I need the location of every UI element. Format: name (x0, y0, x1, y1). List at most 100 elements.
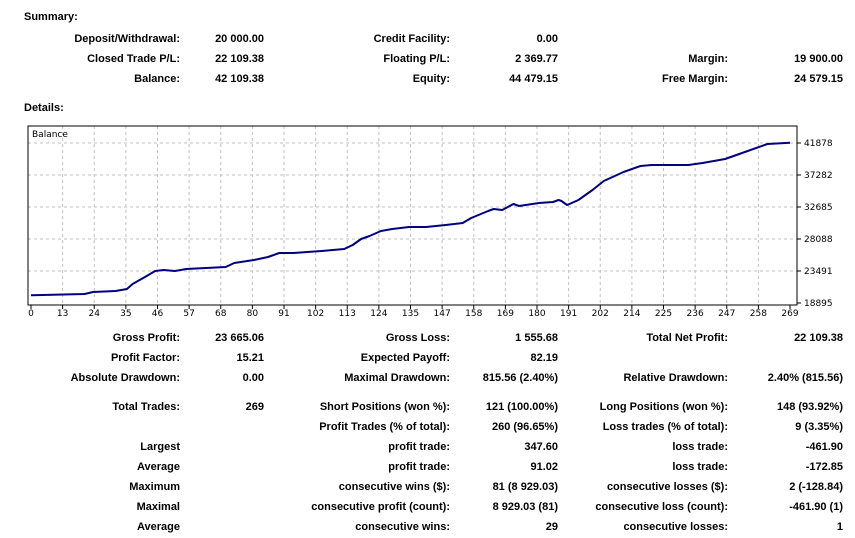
details-label-1: Total Trades: (112, 401, 180, 413)
details-label-2: Short Positions (won %): (319, 401, 450, 413)
x-tick-label: 91 (278, 309, 289, 319)
y-tick-label: 18895 (804, 299, 833, 309)
x-tick-label: 13 (57, 309, 68, 319)
details-value-1: 269 (245, 401, 264, 413)
x-tick-label: 124 (370, 309, 387, 319)
chart-title: Balance (32, 130, 68, 140)
details-value-3: 1 (836, 521, 843, 533)
x-tick-label: 269 (781, 309, 798, 319)
x-tick-label: 191 (560, 309, 577, 319)
details-value-2: 347.60 (524, 441, 558, 453)
details-row: Average consecutive wins: 29 consecutive lo… (0, 520, 855, 534)
summary-label-3: Free Margin: (661, 73, 728, 85)
summary-value-2: 44 479.15 (509, 73, 558, 85)
details-value-3: 2.40% (815.56) (767, 372, 843, 384)
details-label-3: consecutive losses ($): (606, 481, 728, 493)
details-value-1: 15.21 (236, 352, 264, 364)
details-row: Largest profit trade: 347.60 loss trade: -46… (0, 440, 855, 454)
y-tick-label: 41878 (804, 139, 833, 149)
details-label-3: consecutive loss (count): (595, 501, 728, 513)
x-axis: 0 13 24 35 46 57 68 80 91 102 113 124 135 147 158 169 18… (28, 305, 799, 319)
summary-row: Closed Trade P/L: 22 109.38 Floating P/L: 2… (0, 52, 855, 66)
details-value-2: 29 (545, 521, 558, 533)
details-row: Maximum consecutive wins ($): 81 (8 929.03… (0, 480, 855, 494)
x-tick-label: 24 (89, 309, 101, 319)
x-tick-label: 214 (623, 309, 640, 319)
plot-frame (27, 125, 798, 306)
details-value-3: 9 (3.35%) (795, 421, 843, 433)
details-value-3: -461.90 (1) (789, 501, 843, 513)
x-tick-label: 57 (183, 309, 194, 319)
summary-heading: Summary: (24, 11, 78, 23)
details-value-2: 82.19 (530, 352, 558, 364)
details-value-2: 91.02 (530, 461, 558, 473)
summary-label-1: Balance: (134, 73, 180, 85)
details-row: Gross Profit: 23 665.06 Gross Loss: 1 555.6… (0, 331, 855, 345)
details-label-2: profit trade: (388, 441, 450, 453)
details-label-2: consecutive wins: (355, 521, 450, 533)
details-label-1: Gross Profit: (112, 332, 180, 344)
details-value-2: 121 (100.00%) (485, 401, 558, 413)
x-tick-label: 169 (497, 309, 514, 319)
details-label-3: loss trade: (672, 441, 728, 453)
x-tick-label: 0 (28, 309, 34, 319)
balance-line (30, 141, 791, 297)
y-tick-label: 23491 (804, 267, 833, 277)
x-tick-label: 225 (655, 309, 672, 319)
y-tick-label: 32685 (804, 203, 833, 213)
summary-label-1: Deposit/Withdrawal: (74, 33, 180, 45)
x-tick-label: 113 (339, 309, 356, 319)
details-value-1: 0.00 (242, 372, 264, 384)
details-label-3: loss trade: (672, 461, 728, 473)
y-axis: 41878 37282 32685 28088 23491 18895 (797, 139, 833, 309)
x-tick-label: 135 (402, 309, 419, 319)
details-value-3: -172.85 (805, 461, 843, 473)
details-label-2: profit trade: (388, 461, 450, 473)
details-label-1: Average (136, 461, 180, 473)
x-tick-label: 158 (465, 309, 482, 319)
summary-value-3: 19 900.00 (794, 53, 843, 65)
details-label-1: Average (136, 521, 180, 533)
details-label-2: Gross Loss: (385, 332, 450, 344)
x-tick-label: 80 (247, 309, 259, 319)
details-label-2: consecutive wins ($): (338, 481, 450, 493)
details-label-1: Largest (140, 441, 180, 453)
details-value-3: 2 (-128.84) (789, 481, 843, 493)
details-value-3: -461.90 (805, 441, 843, 453)
details-row: Profit Factor: 15.21 Expected Payoff: 82.19 (0, 351, 855, 365)
details-value-2: 815.56 (2.40%) (482, 372, 558, 384)
summary-row: Deposit/Withdrawal: 20 000.00 Credit Facil… (0, 32, 855, 46)
summary-value-1: 22 109.38 (215, 53, 264, 65)
x-tick-label: 147 (434, 309, 451, 319)
details-label-2: Expected Payoff: (360, 352, 450, 364)
details-value-3: 148 (93.92%) (776, 401, 843, 413)
details-label-1: Profit Factor: (110, 352, 180, 364)
details-heading: Details: (24, 102, 64, 114)
details-row: Total Trades: 269 Short Positions (won %):… (0, 400, 855, 414)
details-label-3: Relative Drawdown: (623, 372, 728, 384)
summary-value-2: 2 369.77 (515, 53, 558, 65)
details-label-1: Maximal (136, 501, 180, 513)
details-value-1: 23 665.06 (215, 332, 264, 344)
details-row: Profit Trades (% of total): 260 (96.65%) L… (0, 420, 855, 434)
x-tick-label: 247 (718, 309, 735, 319)
x-tick-label: 180 (528, 309, 545, 319)
details-row: Absolute Drawdown: 0.00 Maximal Drawdown: 8… (0, 371, 855, 385)
summary-label-2: Credit Facility: (373, 33, 450, 45)
details-label-1: Maximum (129, 481, 180, 493)
summary-row: Balance: 42 109.38 Equity: 44 479.15 Free Ma… (0, 72, 855, 86)
summary-label-1: Closed Trade P/L: (87, 53, 180, 65)
x-tick-label: 258 (750, 309, 767, 319)
details-label-3: Long Positions (won %): (599, 401, 728, 413)
summary-value-2: 0.00 (536, 33, 558, 45)
details-label-2: Maximal Drawdown: (344, 372, 450, 384)
details-label-3: Total Net Profit: (646, 332, 728, 344)
x-tick-label: 46 (152, 309, 164, 319)
details-value-2: 260 (96.65%) (491, 421, 558, 433)
summary-label-2: Floating P/L: (383, 53, 450, 65)
summary-label-3: Margin: (688, 53, 728, 65)
summary-label-2: Equity: (412, 73, 450, 85)
y-tick-label: 28088 (804, 235, 833, 245)
details-value-2: 1 555.68 (515, 332, 558, 344)
details-value-2: 81 (8 929.03) (492, 481, 558, 493)
